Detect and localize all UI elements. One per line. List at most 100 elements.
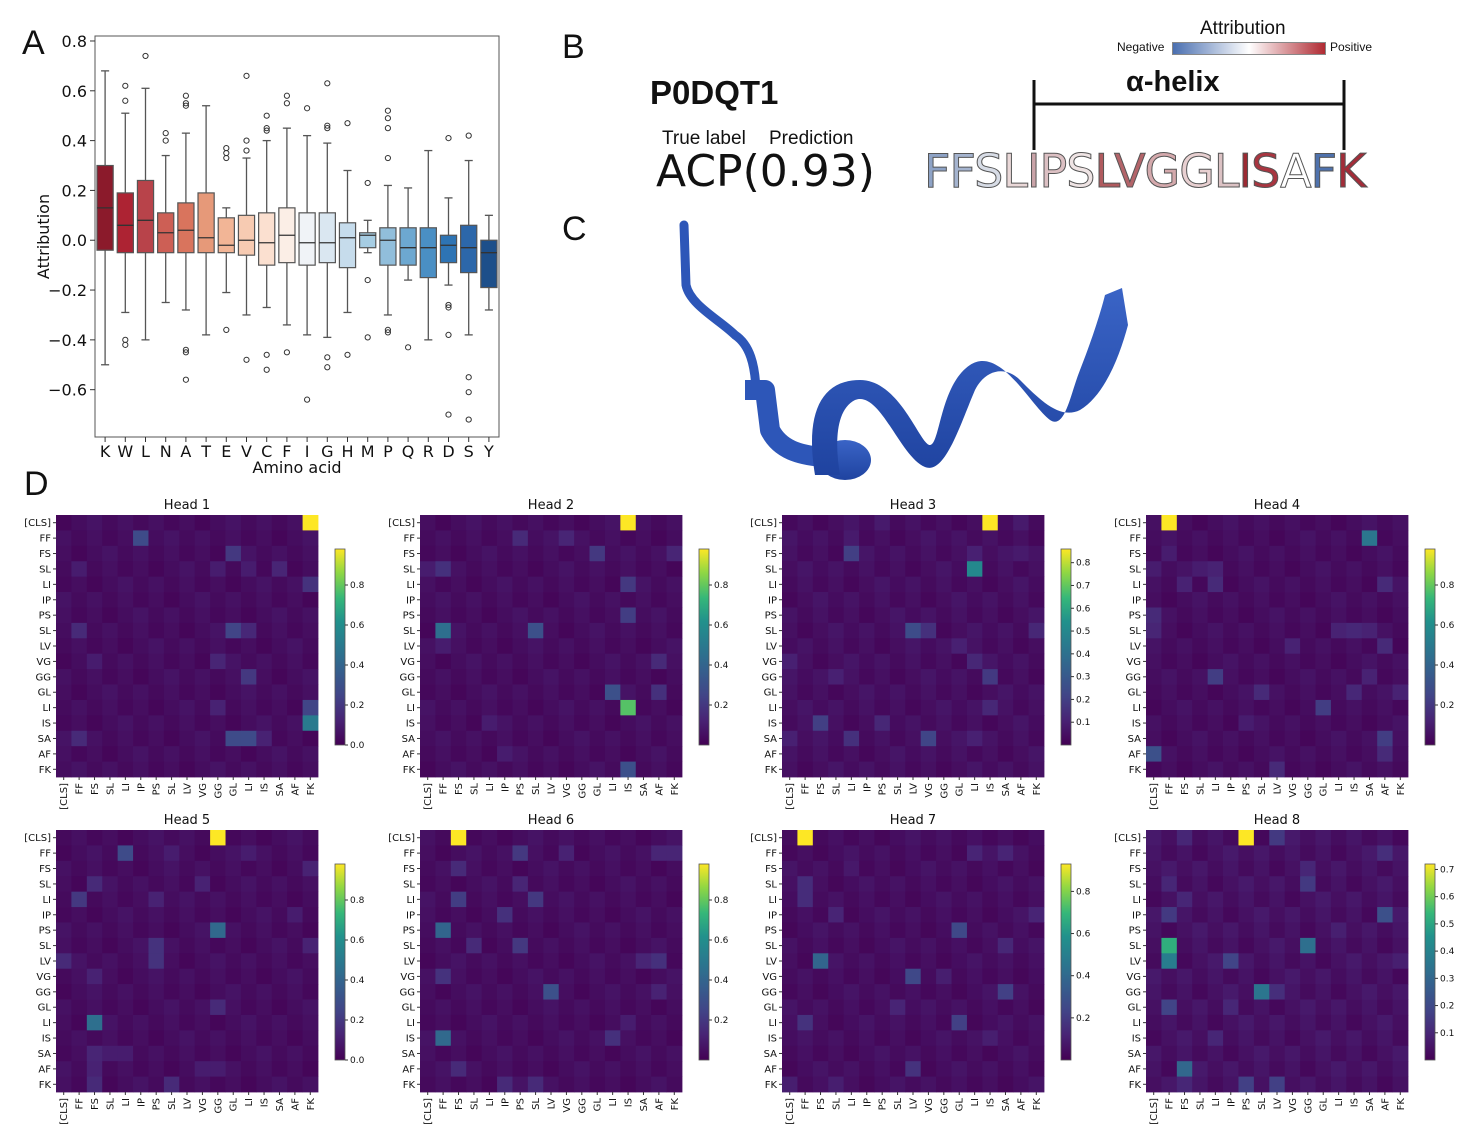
heatmap-cell: [1207, 592, 1224, 608]
heatmap-cell: [905, 1030, 922, 1047]
heatmap-cell: [1192, 1030, 1209, 1047]
heatmap-cell: [56, 968, 72, 985]
heatmap-cell: [1284, 730, 1301, 747]
heatmap-cell: [102, 684, 119, 701]
heatmap-cell: [1207, 1014, 1224, 1031]
outlier-point: [162, 137, 169, 144]
heatmap-cell: [997, 561, 1014, 578]
heatmap-cell: [1284, 937, 1301, 954]
heatmap-cell: [997, 1014, 1014, 1031]
heatmap-cell: [1223, 845, 1239, 862]
heatmap-cell: [635, 922, 652, 939]
heatmap-cell: [450, 830, 467, 846]
heatmap-cell: [589, 715, 606, 732]
heatmap-cell: [843, 730, 860, 747]
heatmap-cell: [574, 515, 590, 531]
colorbar-tick-label: 0.2: [1076, 695, 1090, 705]
heatmap-cell: [527, 730, 544, 747]
heatmap-cell: [1253, 968, 1270, 985]
heatmap-cell: [951, 638, 968, 655]
heatmap-cell: [1013, 530, 1029, 547]
heatmap-cell: [1284, 845, 1301, 862]
x-tick-label: [CLS]: [59, 1098, 70, 1125]
y-tick-label: FF: [39, 534, 51, 545]
heatmap-cell: [86, 860, 103, 877]
heatmap-cell: [558, 515, 575, 531]
outlier-point: [364, 334, 371, 341]
heatmap-cell: [859, 984, 875, 1000]
colorbar-tick-label: 0.8: [1076, 887, 1091, 897]
heatmap-cell: [225, 715, 242, 732]
heatmap-cell: [240, 984, 257, 1000]
colorbar-rect: [334, 863, 346, 1061]
heatmap-cell: [240, 530, 257, 547]
heatmap-cell: [951, 845, 968, 862]
x-tick-label: LI: [970, 783, 981, 792]
heatmap-cell: [117, 715, 134, 732]
heatmap-cell: [620, 607, 637, 624]
heatmap-cell: [133, 715, 149, 732]
heatmap-cell: [1176, 576, 1193, 593]
heatmap-cell: [271, 1030, 288, 1047]
heatmap-cell: [117, 761, 134, 778]
heatmap-cell: [163, 515, 180, 531]
heatmap-cell: [889, 876, 906, 893]
y-tick-label: SA: [402, 1049, 416, 1060]
outlier-point: [445, 304, 452, 311]
heatmap-cell: [1300, 907, 1316, 923]
heatmap-cell: [1176, 622, 1193, 639]
heatmap-cell: [635, 746, 652, 762]
heatmap-cell: [1346, 891, 1363, 908]
heatmap-cell: [179, 592, 196, 608]
colorbar-tick-label: 0.2: [350, 1016, 364, 1026]
x-tick-label: GG: [1303, 783, 1314, 799]
y-tick-label: FS: [1129, 864, 1141, 875]
heatmap-cell: [1330, 638, 1347, 655]
heatmap-cell: [1330, 592, 1347, 608]
heatmap-cell: [966, 730, 983, 747]
heatmap-cell: [240, 953, 257, 970]
heatmap-cell: [420, 1030, 436, 1047]
heatmap-cell: [1300, 684, 1316, 701]
heatmap-cell: [1223, 715, 1239, 732]
x-tick-label: GG: [939, 1098, 950, 1114]
heatmap-cell: [859, 860, 875, 877]
heatmap-cell: [1377, 576, 1393, 593]
heatmap-cell: [620, 515, 637, 531]
heatmap-cell: [558, 699, 575, 716]
heatmap-cell: [828, 592, 845, 608]
heatmap-cell: [210, 876, 226, 893]
heatmap-cell: [271, 1045, 288, 1062]
heatmap-cell: [1392, 545, 1409, 562]
heatmap-cell: [1346, 607, 1363, 624]
heatmap-cell: [1176, 999, 1193, 1016]
heatmap-cell: [951, 1061, 968, 1077]
heatmap-cell: [797, 684, 814, 701]
colorbar-rect: [1424, 548, 1436, 746]
attribution-legend-title: Attribution: [1200, 18, 1286, 39]
heatmap-cell: [1207, 1076, 1224, 1093]
heatmap-cell: [651, 746, 667, 762]
heatmap-cell: [1028, 761, 1045, 778]
heatmap-cell: [558, 891, 575, 908]
x-tick-label: VG: [198, 783, 209, 798]
heatmap-cell: [1192, 876, 1209, 893]
heatmap-cell: [1028, 746, 1045, 762]
heatmap-cell: [179, 1030, 196, 1047]
heatmap-cell: [240, 1014, 257, 1031]
heatmap-cell: [302, 1014, 319, 1031]
heatmap-cell: [951, 530, 968, 547]
heatmap-cell: [604, 669, 621, 685]
heatmap-cell: [163, 576, 180, 593]
heatmap-cell: [420, 592, 436, 608]
heatmap-cell: [543, 638, 560, 655]
heatmap-cell: [1223, 937, 1239, 954]
heatmap-cell: [966, 592, 983, 608]
heatmap-cell: [179, 746, 196, 762]
heatmap-cell: [466, 1061, 483, 1077]
heatmap-cell: [179, 999, 196, 1016]
heatmap-cell: [1253, 530, 1270, 547]
heatmap-cell: [982, 845, 999, 862]
heatmap-cell: [920, 746, 937, 762]
heatmap-cell: [1361, 699, 1378, 716]
